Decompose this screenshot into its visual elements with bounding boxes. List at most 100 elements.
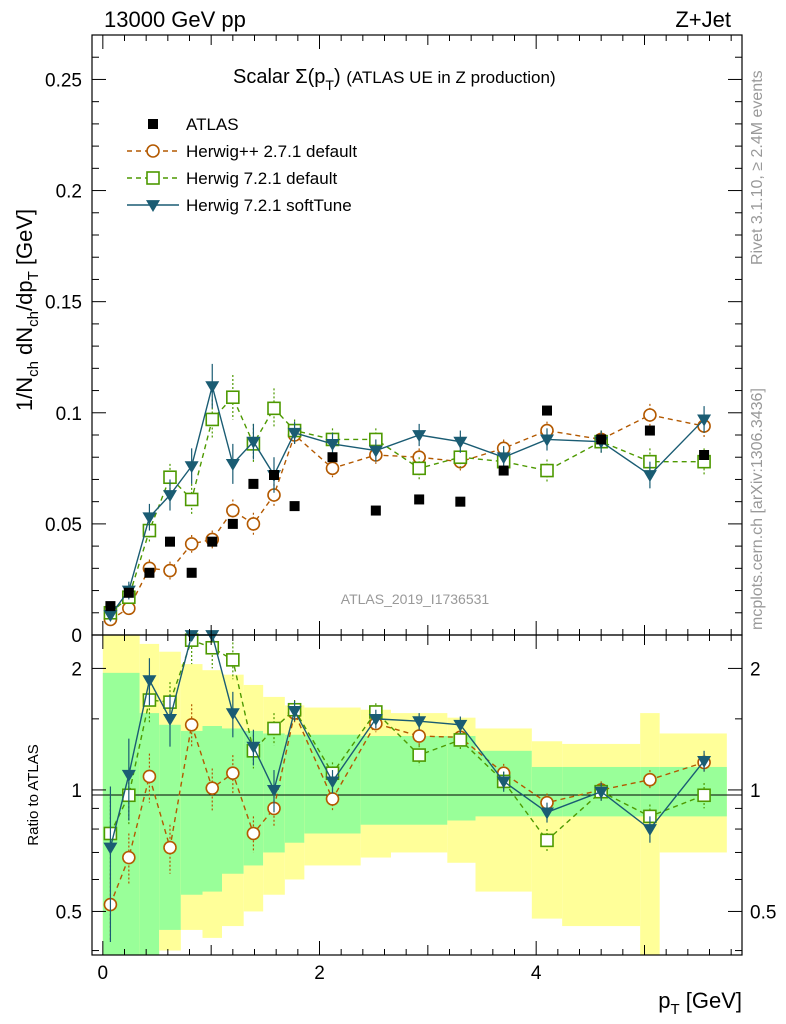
main-y-tick-label: 0.1	[56, 404, 82, 425]
ratio-point-herwig-7-2-1-softtune	[496, 776, 511, 789]
ratio-point-herwig-7-2-1-softtune	[103, 842, 118, 855]
ratio-point-herwig-7-2-1-softtune	[594, 786, 609, 799]
ratio-point-herwig-7-2-1-default	[412, 748, 426, 762]
main-point-herwig-7-2-1-default	[205, 412, 220, 427]
ylabel-sub-ch: ch	[25, 361, 42, 377]
main-point-atlas	[248, 478, 259, 489]
main-point-herwig-7-2-1-softtune	[103, 610, 118, 622]
main-point-herwig-7-2-1-softtune	[225, 458, 240, 471]
x-tick-label: 2	[314, 963, 325, 984]
main-point-atlas	[144, 567, 155, 578]
xlabel-sub-T: T	[670, 1001, 679, 1018]
main-point-herwig-7-2-1-default	[453, 450, 468, 465]
ratio-point-herwig-7-2-1-softtune	[267, 785, 281, 797]
ratio-band-inner	[102, 672, 140, 955]
rivet-version-label: Rivet 3.1.10, ≥ 2.4M events	[749, 70, 766, 265]
main-point-herwig-7-2-1-softtune	[642, 470, 657, 482]
main-point-herwig-7-2-1-softtune	[697, 414, 712, 427]
main-point-atlas	[105, 601, 116, 612]
legend-marker-atlas	[148, 119, 158, 129]
main-point-herwig-7-2-1-softtune	[453, 436, 468, 449]
main-point-herwig-7-2-1-softtune	[184, 461, 199, 474]
main-y-tick-label: 0.15	[45, 293, 82, 314]
main-point-herwig-2-7-1-default	[184, 537, 199, 551]
main-point-herwig-2-7-1-default	[122, 601, 136, 616]
main-point-herwig-7-2-1-default	[540, 463, 554, 478]
main-point-herwig-7-2-1-softtune	[287, 427, 302, 440]
ratio-band-inner	[139, 713, 160, 955]
ratio-point-herwig-7-2-1-softtune	[225, 708, 240, 721]
main-point-atlas	[269, 470, 279, 480]
main-point-atlas	[644, 425, 655, 436]
main-point-herwig-7-2-1-softtune	[540, 434, 554, 447]
ratio-y-tick-label-right: 0.5	[750, 902, 776, 923]
main-point-atlas	[227, 518, 238, 529]
ratio-band-inner	[180, 730, 203, 895]
main-y-axis-label-text: 1/Nch dNch/dpT [GeV]	[12, 209, 42, 411]
main-point-herwig-2-7-1-default	[246, 517, 261, 531]
legend-label-herwig-2-7-1-default: Herwig++ 2.7.1 default	[186, 142, 357, 161]
main-point-herwig-7-2-1-default	[412, 461, 426, 476]
ratio-point-herwig-7-2-1-default	[697, 788, 711, 803]
ratio-band-inner	[284, 734, 305, 843]
main-point-herwig-7-2-1-softtune	[246, 436, 261, 449]
main-point-atlas	[370, 505, 381, 516]
header-right: Z+Jet	[675, 7, 731, 32]
ratio-point-herwig-7-2-1-softtune	[453, 719, 468, 732]
ratio-y-tick-label: 2	[71, 659, 82, 680]
main-point-herwig-7-2-1-softtune	[142, 512, 157, 525]
plot-title-main: Scalar Σ(p	[233, 66, 325, 88]
ratio-point-herwig-7-2-1-softtune	[246, 741, 261, 754]
ratio-plot-frame	[91, 634, 743, 956]
ratio-point-herwig-7-2-1-softtune	[121, 769, 136, 782]
ratio-point-herwig-2-7-1-default	[226, 766, 240, 781]
ylabel-sub-ch2: ch	[25, 311, 42, 327]
ratio-band-inner	[360, 736, 391, 825]
main-y-axis-label: 1/Nch dNch/dpT [GeV]	[12, 209, 42, 411]
main-y-tick-label: 0.25	[45, 70, 82, 91]
main-line-herwig-7-2-1-default	[109, 395, 705, 614]
main-point-herwig-7-2-1-softtune	[205, 381, 220, 394]
main-line-herwig-2-7-1-default	[110, 414, 705, 621]
main-point-atlas	[455, 496, 466, 507]
legend-marker-herwig-7-2-1-softtune	[146, 200, 160, 212]
main-y-tick-label: 0	[71, 626, 82, 647]
plot-title-rest: )	[334, 66, 346, 88]
plot-title-sub: T	[325, 77, 334, 93]
ratio-point-herwig-7-2-1-softtune	[368, 713, 383, 726]
main-point-atlas	[542, 405, 552, 416]
ratio-point-herwig-7-2-1-softtune	[540, 807, 554, 820]
ratio-band-inner	[222, 728, 244, 874]
analysis-id: ATLAS_2019_I1736531	[341, 591, 490, 607]
ylabel-dN: dN	[12, 327, 37, 361]
ratio-band-inner	[159, 724, 181, 930]
ratio-panel-series	[103, 630, 712, 943]
ratio-point-herwig-7-2-1-softtune	[325, 776, 340, 789]
ylabel-unit: [GeV]	[12, 209, 37, 271]
main-point-atlas	[498, 465, 509, 476]
main-point-atlas	[596, 434, 607, 445]
ratio-y-tick-label: 1	[71, 781, 82, 802]
legend-marker-herwig-7-2-1-default	[146, 171, 160, 185]
main-point-herwig-2-7-1-default	[643, 408, 657, 422]
main-panel-series	[103, 363, 712, 627]
main-y-tick-label: 0.2	[56, 182, 82, 203]
ratio-point-herwig-7-2-1-softtune	[205, 630, 220, 642]
main-point-herwig-7-2-1-softtune	[368, 445, 383, 458]
main-point-herwig-7-2-1-default	[267, 401, 281, 416]
main-point-atlas	[123, 587, 134, 598]
legend-label-herwig-7-2-1-default: Herwig 7.2.1 default	[186, 169, 337, 188]
ratio-point-herwig-7-2-1-softtune	[142, 675, 157, 688]
ratio-point-herwig-7-2-1-softtune	[163, 713, 177, 726]
ratio-point-herwig-2-7-1-default	[205, 781, 220, 795]
main-point-atlas	[186, 567, 197, 578]
ylabel-sub-T: T	[25, 271, 42, 280]
ratio-point-herwig-7-2-1-softtune	[412, 716, 427, 729]
x-tick-label: 4	[531, 963, 542, 984]
main-point-atlas	[289, 501, 300, 512]
plot-title-suffix: (ATLAS UE in Z production)	[346, 68, 555, 87]
main-point-atlas	[165, 536, 175, 547]
ratio-point-herwig-7-2-1-softtune	[287, 705, 302, 718]
main-line-herwig-7-2-1-softtune	[109, 383, 705, 616]
ratio-point-herwig-2-7-1-default	[643, 772, 657, 787]
